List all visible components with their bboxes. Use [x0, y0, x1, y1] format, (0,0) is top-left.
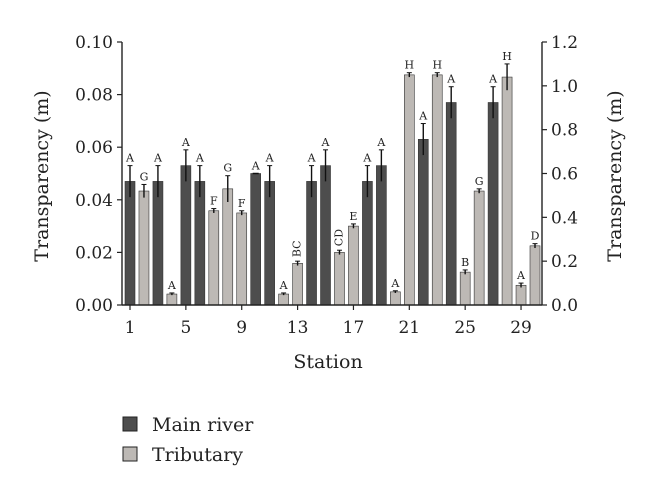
bar-station-19: [376, 165, 387, 306]
y-right-tick-label-2: 0.4: [551, 208, 578, 228]
bar-station-3: [152, 181, 164, 306]
bar-station-1: [124, 181, 136, 306]
bar-station-28: [501, 76, 513, 306]
x-tick-label-7: 29: [510, 318, 532, 338]
significance-letter-station-1: A: [125, 152, 135, 165]
significance-letter-station-29: A: [516, 269, 526, 282]
y-right-tick-label-5: 1.0: [551, 77, 578, 97]
x-tick-label-6: 25: [454, 318, 476, 338]
significance-letter-station-17: E: [349, 210, 357, 223]
bar-station-17: [348, 225, 359, 306]
significance-letter-station-30: D: [531, 230, 540, 243]
x-tick-label-1: 5: [180, 318, 191, 338]
significance-letter-station-15: A: [321, 136, 331, 149]
y-right-tick-label-1: 0.2: [551, 252, 578, 272]
significance-letter-station-24: A: [446, 73, 456, 86]
significance-letter-station-16: CD: [332, 229, 345, 246]
bar-station-18: [362, 181, 373, 306]
legend-swatch-main-river: [122, 416, 138, 432]
y-left-tick-label-0: 0.00: [75, 296, 113, 316]
bar-station-12: [278, 293, 289, 306]
significance-letter-station-26: G: [475, 175, 484, 188]
x-tick-label-5: 21: [398, 318, 420, 338]
y-right-tick-label-3: 0.6: [551, 165, 578, 185]
significance-letter-station-14: A: [307, 152, 317, 165]
x-tick-label-0: 1: [125, 318, 136, 338]
bar-station-23: [431, 74, 443, 306]
bar-station-5: [180, 165, 192, 306]
significance-letter-station-2: G: [140, 170, 149, 183]
bar-station-11: [264, 181, 275, 306]
bar-station-6: [194, 181, 206, 306]
bar-station-8: [222, 188, 234, 306]
significance-letter-station-8: G: [223, 162, 232, 175]
bar-station-2: [138, 190, 150, 306]
bar-station-20: [390, 291, 401, 306]
x-tick-label-4: 17: [343, 318, 365, 338]
y-left-tick-label-4: 0.08: [75, 86, 113, 106]
bar-station-7: [208, 210, 220, 306]
significance-letter-station-27: A: [488, 73, 498, 86]
bar-station-26: [473, 190, 485, 306]
legend-label-main-river: Main river: [152, 414, 254, 436]
significance-letter-station-25: B: [461, 256, 469, 269]
significance-letter-station-21: H: [405, 59, 415, 72]
significance-letter-station-7: F: [210, 195, 218, 208]
y-right-tick-label-4: 0.8: [551, 121, 578, 141]
significance-letter-station-23: H: [432, 59, 442, 72]
y-axis-title-right: Transparency (m): [604, 90, 626, 261]
bar-station-15: [320, 165, 331, 306]
significance-letter-station-5: A: [181, 136, 191, 149]
bar-station-30: [529, 245, 541, 306]
significance-letter-station-4: A: [167, 279, 177, 292]
y-right-tick-label-0: 0.0: [551, 296, 578, 316]
x-tick-label-3: 13: [287, 318, 309, 338]
significance-letter-station-12: A: [279, 279, 289, 292]
bar-station-27: [487, 102, 499, 306]
legend-swatch-tributary: [122, 446, 138, 462]
bar-station-22: [417, 139, 429, 306]
x-axis-title: Station: [293, 351, 362, 373]
significance-letter-station-6: A: [195, 152, 205, 165]
x-tick-label-2: 9: [236, 318, 247, 338]
y-left-tick-label-1: 0.02: [75, 243, 113, 263]
significance-letter-station-10: A: [251, 160, 261, 173]
bar-station-9: [236, 212, 248, 306]
significance-letter-station-13: BC: [291, 240, 304, 257]
y-left-tick-label-2: 0.04: [75, 191, 113, 211]
significance-letter-station-19: A: [376, 136, 386, 149]
significance-letter-station-3: A: [153, 152, 163, 165]
axes-layer: 0.00 0.02 0.04 0.06 0.08 0.10 0.0 0.2 0.4 0.6 0.8 1…: [75, 33, 578, 338]
significance-letter-station-9: F: [238, 197, 246, 210]
significance-letter-station-22: A: [418, 110, 428, 123]
bar-station-13: [292, 263, 303, 306]
significance-letter-station-28: H: [502, 50, 512, 63]
bar-station-24: [445, 102, 457, 306]
significance-letter-station-20: A: [390, 277, 400, 290]
bar-station-21: [404, 74, 415, 306]
bar-station-4: [166, 293, 178, 306]
bar-station-14: [306, 181, 317, 306]
y-left-tick-label-5: 0.10: [75, 33, 113, 53]
y-left-tick-label-3: 0.06: [75, 138, 113, 158]
y-right-tick-label-6: 1.2: [551, 33, 578, 53]
bar-station-25: [459, 271, 471, 306]
bar-station-29: [515, 284, 527, 306]
bar-station-10: [250, 173, 261, 306]
significance-letter-station-11: A: [265, 152, 275, 165]
legend: Main river Tributary: [122, 414, 254, 466]
bar-station-16: [334, 252, 345, 306]
y-axis-title-left: Transparency (m): [31, 90, 53, 261]
significance-letter-station-18: A: [362, 152, 372, 165]
legend-label-tributary: Tributary: [152, 444, 243, 466]
